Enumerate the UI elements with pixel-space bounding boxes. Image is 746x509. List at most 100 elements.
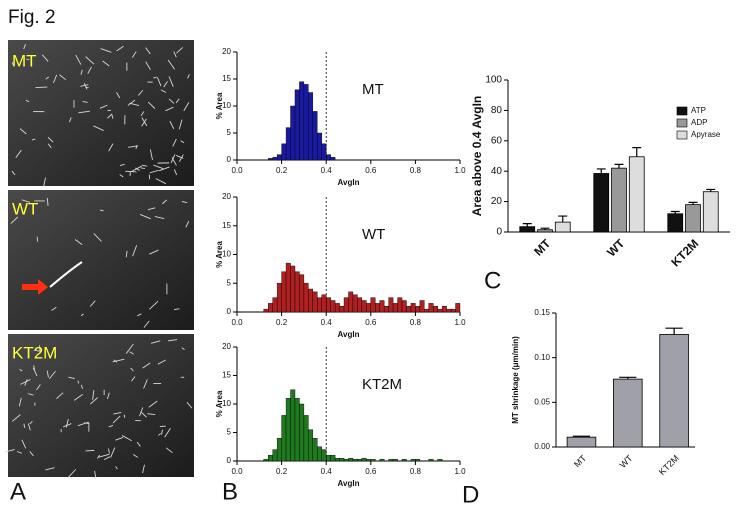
filament (115, 466, 118, 470)
y-tick-label: 10 (222, 101, 231, 110)
bar (441, 306, 447, 313)
bar (379, 300, 385, 313)
filament (42, 54, 49, 62)
bar (290, 105, 296, 161)
bar (321, 294, 327, 313)
bar (433, 306, 438, 313)
filament (47, 136, 54, 143)
legend-swatch (676, 118, 688, 128)
filament (80, 313, 84, 317)
filament (36, 384, 41, 391)
filament (136, 441, 141, 447)
bar (437, 459, 443, 462)
filament (178, 119, 183, 130)
filament (46, 197, 49, 206)
filament (51, 306, 57, 311)
filament (143, 379, 148, 389)
bar (611, 167, 627, 233)
bar (299, 403, 305, 462)
bar (330, 157, 336, 161)
filament (93, 233, 102, 242)
filament (176, 47, 183, 54)
legend-swatch (676, 106, 688, 116)
bar (281, 143, 287, 161)
filament (23, 423, 26, 428)
filament (156, 77, 162, 87)
filament (98, 453, 110, 458)
filament (99, 104, 108, 109)
filament (119, 174, 124, 178)
bar (357, 459, 363, 462)
filament (49, 370, 56, 380)
filament (113, 412, 122, 415)
error-bar (596, 168, 606, 174)
filament (171, 157, 177, 166)
bar (268, 455, 273, 462)
filament (35, 86, 48, 89)
y-tick-label: 100 (485, 75, 502, 86)
bar (352, 294, 358, 313)
micrograph (8, 190, 194, 330)
bar (428, 459, 434, 462)
filament (163, 81, 168, 88)
y-axis-label: Area above 0.4 AvgIn (470, 96, 484, 217)
bar (285, 127, 291, 161)
bar (268, 158, 273, 161)
x-tick-label: 0.2 (276, 166, 288, 175)
bar (375, 303, 380, 313)
y-tick-label: 10 (222, 399, 231, 408)
bar (303, 415, 309, 462)
filament (147, 413, 156, 415)
bar (308, 92, 314, 161)
bar (392, 303, 398, 313)
bar (326, 297, 331, 313)
bar (276, 438, 282, 462)
error-bar (572, 435, 591, 438)
filament (173, 308, 180, 311)
bar (276, 154, 282, 161)
bar (348, 291, 354, 313)
filament (172, 138, 177, 147)
bar (326, 455, 331, 462)
y-tick-label: 0.05 (534, 397, 550, 406)
bar (312, 111, 318, 161)
error-bar (706, 188, 716, 192)
bar (593, 173, 610, 233)
filament (77, 380, 80, 384)
filament (107, 113, 113, 119)
filament (65, 418, 69, 428)
filament (141, 118, 147, 127)
bar (276, 283, 282, 313)
filament (68, 376, 75, 380)
filament (164, 428, 171, 438)
legend-label: Apyrase (691, 130, 721, 139)
filament (85, 56, 95, 65)
bar (361, 457, 367, 462)
bar (299, 81, 305, 161)
filament (162, 199, 168, 205)
filament (97, 454, 101, 459)
filament (32, 367, 38, 377)
filament (15, 149, 22, 159)
filament (43, 177, 46, 187)
filament (46, 370, 49, 378)
filament (121, 435, 132, 442)
bar (401, 459, 407, 462)
bar (308, 288, 314, 313)
bar (415, 459, 421, 462)
error-bar (522, 223, 532, 227)
y-axis-label: % Area (215, 390, 224, 417)
filament (83, 82, 88, 90)
filament (11, 170, 16, 176)
image-label: MT (12, 51, 37, 70)
bar (294, 398, 300, 462)
filament (173, 51, 177, 58)
x-tick-label: WT (618, 453, 635, 470)
y-axis-label: % Area (215, 241, 224, 268)
bar (455, 303, 461, 313)
annotation: WT (362, 226, 385, 243)
filament (165, 447, 173, 454)
filament (77, 421, 90, 427)
x-tick-label: 0.0 (231, 318, 243, 327)
filament (183, 102, 190, 112)
